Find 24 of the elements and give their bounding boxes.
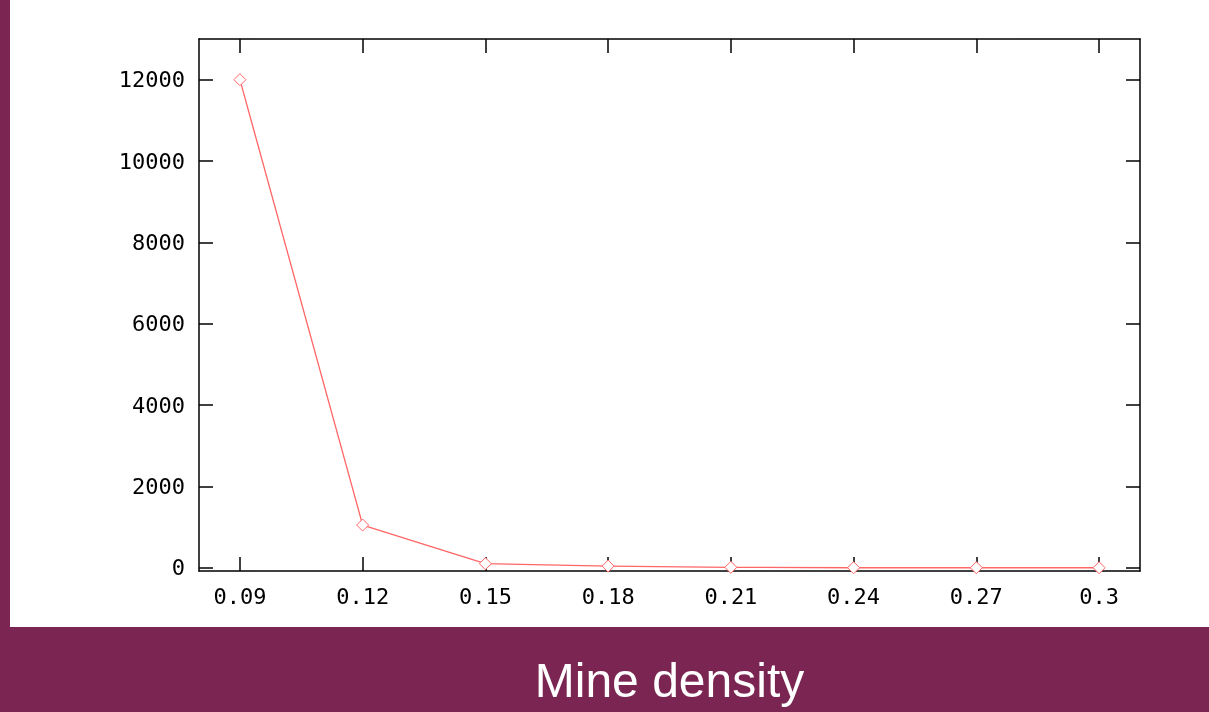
point — [969, 561, 983, 575]
point — [601, 559, 615, 573]
point — [233, 73, 247, 87]
y-tick-label: 0 — [171, 555, 185, 581]
point — [724, 560, 738, 574]
x-tick-label: 0.24 — [827, 583, 881, 609]
x-tick-label: 0.12 — [336, 583, 390, 609]
point — [847, 561, 861, 575]
y-tick-label: 10000 — [118, 148, 185, 174]
point — [1092, 561, 1106, 575]
x-tick-label: 0.15 — [458, 583, 512, 609]
point — [356, 518, 370, 532]
y-tick-label: 6000 — [132, 311, 185, 337]
x-axis-title: Mine density — [534, 653, 805, 707]
x-tick-label: 0.27 — [949, 583, 1003, 609]
y-tick-label: 12000 — [118, 67, 185, 93]
y-tick-label: 8000 — [132, 229, 185, 255]
x-tick-label: 0.3 — [1079, 583, 1119, 609]
x-tick-label: 0.21 — [704, 583, 758, 609]
x-tick-label: 0.18 — [581, 583, 635, 609]
y-tick-label: 2000 — [132, 473, 185, 499]
y-tick-label: 4000 — [132, 392, 185, 418]
x-tick-label: 0.09 — [213, 583, 267, 609]
point — [478, 557, 492, 571]
